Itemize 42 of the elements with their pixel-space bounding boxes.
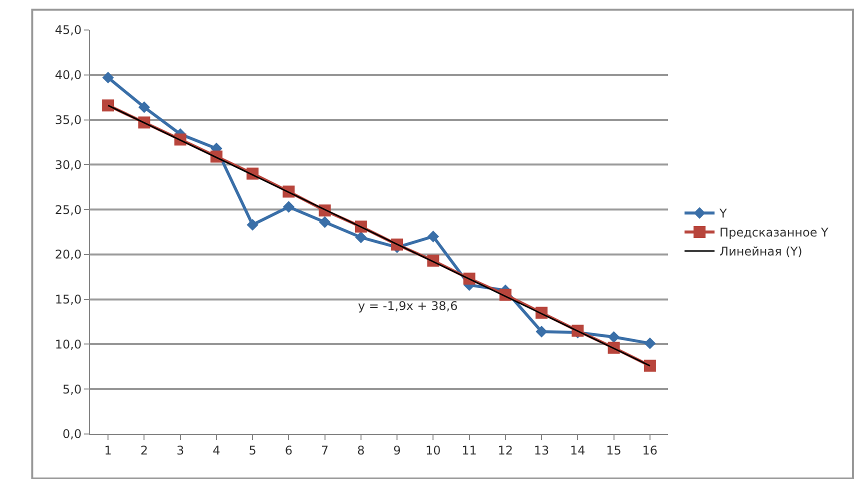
- y-tick-label: 45,0: [54, 23, 82, 38]
- x-tick-label: 12: [498, 443, 514, 458]
- y-tick-label: 35,0: [54, 112, 82, 127]
- point: [644, 360, 656, 372]
- y-tick-label: 25,0: [54, 202, 82, 217]
- y-tick-label: 10,0: [54, 337, 82, 352]
- x-tick-label: 3: [176, 443, 184, 458]
- point: [427, 230, 440, 242]
- x-tick-label: 10: [426, 443, 441, 458]
- point: [318, 216, 331, 228]
- x-tick-label: 7: [320, 443, 329, 458]
- point: [608, 331, 620, 343]
- x-tick-label: 14: [570, 443, 586, 458]
- annotation: y = -1,9x + 38,6: [358, 299, 458, 313]
- x-tick-label: 5: [248, 443, 256, 458]
- x-tick-label: 15: [606, 443, 622, 458]
- x-tick-label: 2: [140, 443, 148, 458]
- x-tick-label: 1: [104, 443, 112, 458]
- x-tick-label: 13: [534, 443, 550, 458]
- y-tick-label: 20,0: [54, 248, 82, 262]
- point: [355, 232, 367, 244]
- x-tick-label: 11: [462, 443, 477, 458]
- x-tick-label: 16: [642, 443, 658, 458]
- y-tick-label: 5,0: [62, 382, 82, 396]
- y-tick-label: 0,0: [62, 427, 82, 442]
- y-tick-label: 30,0: [54, 158, 82, 172]
- y-tick-label: 15,0: [54, 292, 82, 307]
- y-tick-label: 40,0: [54, 68, 82, 82]
- x-tick-label: 8: [357, 443, 365, 458]
- x-tick-label: 4: [212, 443, 220, 458]
- legend-label: Линейная (Y): [720, 244, 802, 259]
- point: [536, 326, 548, 338]
- point: [138, 101, 150, 114]
- point: [282, 201, 295, 213]
- point: [102, 72, 114, 84]
- legend-label: Предсказанное Y: [720, 226, 830, 240]
- point: [246, 218, 258, 231]
- point: [644, 337, 656, 350]
- x-tick-label: 6: [284, 443, 293, 458]
- x-tick-label: 9: [393, 443, 401, 458]
- point: [102, 99, 114, 112]
- legend-label: Y: [718, 206, 728, 221]
